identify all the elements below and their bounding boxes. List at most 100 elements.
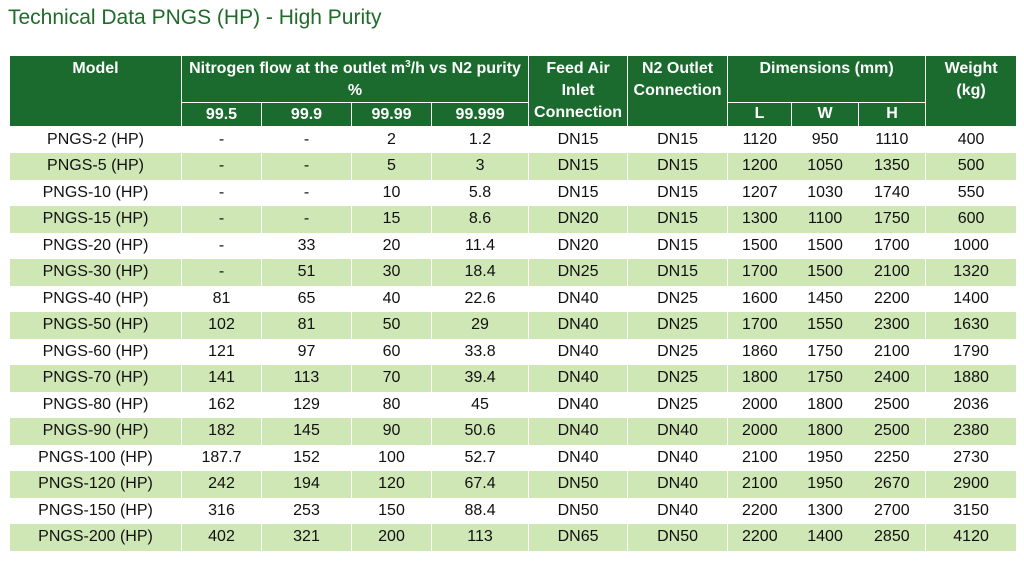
- table-row: PNGS-70 (HP) 141 113 70 39.4 DN40 DN25 1800 1750…: [9, 365, 1018, 392]
- weight-cell: 500: [925, 153, 1018, 180]
- feed-air-cell: DN25: [528, 259, 629, 286]
- model-cell: PNGS-70 (HP): [9, 365, 182, 392]
- dim-w-cell: 950: [791, 126, 859, 153]
- n2-outlet-cell: DN25: [627, 338, 729, 365]
- flow-99-9-cell: -: [261, 153, 352, 180]
- dim-w-cell: 1550: [791, 312, 859, 339]
- table-row: PNGS-5 (HP) - -5 3 DN15 DN15 1200 1050 1350 500: [9, 153, 1018, 180]
- flow-99-9-cell: 97: [261, 338, 352, 365]
- flow-99-5-cell: 162: [181, 391, 262, 418]
- model-cell: PNGS-80 (HP): [9, 391, 182, 418]
- table-row: PNGS-60 (HP) 121 97 60 33.8 DN40 DN25 1860 1750 2…: [9, 338, 1018, 365]
- flow-99-9-cell: 65: [261, 285, 352, 312]
- model-cell: PNGS-2 (HP): [9, 126, 182, 153]
- flow-99-99-cell: 2: [351, 126, 432, 153]
- dim-h-cell: 1110: [858, 126, 926, 153]
- weight-cell: 1630: [925, 312, 1018, 339]
- flow-99-99-cell: 80: [351, 391, 432, 418]
- header-dim-l: L: [727, 102, 793, 127]
- technical-data-table: Model Nitrogen flow at the outlet m3/h v…: [9, 55, 1018, 551]
- n2-outlet-cell: DN15: [627, 259, 729, 286]
- flow-99-99-cell: 200: [351, 524, 432, 551]
- weight-cell: 400: [925, 126, 1018, 153]
- table-row: PNGS-30 (HP) -51 30 18.4 DN25 DN15 1700 1500 210…: [9, 259, 1018, 286]
- flow-99-9-cell: 33: [261, 232, 352, 259]
- flow-99-999-cell: 33.8: [430, 338, 530, 365]
- dim-w-cell: 1950: [791, 471, 859, 498]
- dim-w-cell: 1300: [791, 497, 859, 524]
- table-row: PNGS-40 (HP) 81 65 40 22.6 DN40 DN25 1600 1450 22…: [9, 285, 1018, 312]
- model-cell: PNGS-100 (HP): [9, 444, 182, 471]
- feed-air-cell: DN40: [528, 444, 629, 471]
- flow-99-99-cell: 90: [351, 418, 432, 445]
- table-row: PNGS-100 (HP) 187.7 152 100 52.7 DN40 DN40 2100…: [9, 444, 1018, 471]
- flow-99-9-cell: 152: [261, 444, 352, 471]
- weight-cell: 4120: [925, 524, 1018, 551]
- n2-outlet-cell: DN40: [627, 497, 729, 524]
- flow-99-999-cell: 29: [430, 312, 530, 339]
- n2-outlet-cell: DN50: [627, 524, 729, 551]
- flow-99-5-cell: -: [181, 179, 262, 206]
- n2-outlet-cell: DN40: [627, 418, 729, 445]
- dim-l-cell: 1500: [727, 232, 792, 259]
- flow-99-5-cell: -: [181, 126, 262, 153]
- weight-cell: 2900: [925, 471, 1018, 498]
- flow-99-99-cell: 15: [351, 206, 432, 233]
- feed-air-cell: DN65: [528, 524, 629, 551]
- weight-cell: 600: [925, 206, 1018, 233]
- dim-w-cell: 1750: [791, 338, 859, 365]
- flow-99-5-cell: -: [181, 153, 262, 180]
- dim-w-cell: 1800: [791, 391, 859, 418]
- flow-99-5-cell: 242: [181, 471, 262, 498]
- flow-99-99-cell: 10: [351, 179, 432, 206]
- feed-air-cell: DN50: [528, 497, 629, 524]
- table-row: PNGS-150 (HP) 316 253 150 88.4 DN50 DN40 2200 13…: [9, 497, 1018, 524]
- flow-99-999-cell: 45: [430, 391, 530, 418]
- table-row: PNGS-15 (HP) - -15 8.6 DN20 DN15 1300 1100 1750 6…: [9, 206, 1018, 233]
- page-title: Technical Data PNGS (HP) - High Purity: [8, 6, 382, 29]
- flow-99-5-cell: -: [181, 232, 262, 259]
- weight-cell: 1400: [925, 285, 1018, 312]
- model-cell: PNGS-150 (HP): [9, 497, 182, 524]
- feed-air-cell: DN40: [528, 312, 629, 339]
- dim-l-cell: 1120: [727, 126, 792, 153]
- weight-cell: 2036: [925, 391, 1018, 418]
- flow-99-5-cell: 121: [181, 338, 262, 365]
- feed-air-cell: DN40: [528, 285, 629, 312]
- flow-99-999-cell: 39.4: [430, 365, 530, 392]
- flow-99-5-cell: -: [181, 206, 262, 233]
- dim-l-cell: 1300: [727, 206, 792, 233]
- flow-99-5-cell: 81: [181, 285, 262, 312]
- dim-h-cell: 1350: [858, 153, 926, 180]
- weight-cell: 1790: [925, 338, 1018, 365]
- flow-99-9-cell: 129: [261, 391, 352, 418]
- flow-99-999-cell: 5.8: [430, 179, 530, 206]
- table-row: PNGS-90 (HP) 182 145 90 50.6 DN40 DN40 2000 1800…: [9, 418, 1018, 445]
- dim-l-cell: 1200: [727, 153, 792, 180]
- dim-l-cell: 2000: [727, 391, 792, 418]
- model-cell: PNGS-5 (HP): [9, 153, 182, 180]
- n2-outlet-cell: DN25: [627, 285, 729, 312]
- flow-99-999-cell: 50.6: [430, 418, 530, 445]
- flow-99-999-cell: 3: [430, 153, 530, 180]
- dim-h-cell: 1700: [858, 232, 926, 259]
- dim-w-cell: 1800: [791, 418, 859, 445]
- table-row: PNGS-2 (HP) - -2 1.2 DN15 DN15 1120 950 1110 400: [9, 126, 1018, 153]
- model-cell: PNGS-200 (HP): [9, 524, 182, 551]
- dim-l-cell: 1700: [727, 312, 792, 339]
- flow-99-5-cell: 102: [181, 312, 262, 339]
- dim-w-cell: 1750: [791, 365, 859, 392]
- flow-99-99-cell: 5: [351, 153, 432, 180]
- weight-cell: 2730: [925, 444, 1018, 471]
- flow-99-999-cell: 1.2: [430, 126, 530, 153]
- dim-l-cell: 1600: [727, 285, 792, 312]
- header-purity: 99.99: [351, 102, 432, 127]
- feed-air-cell: DN40: [528, 418, 629, 445]
- dim-h-cell: 2500: [858, 418, 926, 445]
- dim-h-cell: 2200: [858, 285, 926, 312]
- n2-outlet-cell: DN15: [627, 206, 729, 233]
- flow-99-9-cell: -: [261, 206, 352, 233]
- table-row: PNGS-50 (HP) 102 81 50 29 DN40 DN25 1700 1550 230…: [9, 312, 1018, 339]
- weight-cell: 1880: [925, 365, 1018, 392]
- dim-w-cell: 1050: [791, 153, 859, 180]
